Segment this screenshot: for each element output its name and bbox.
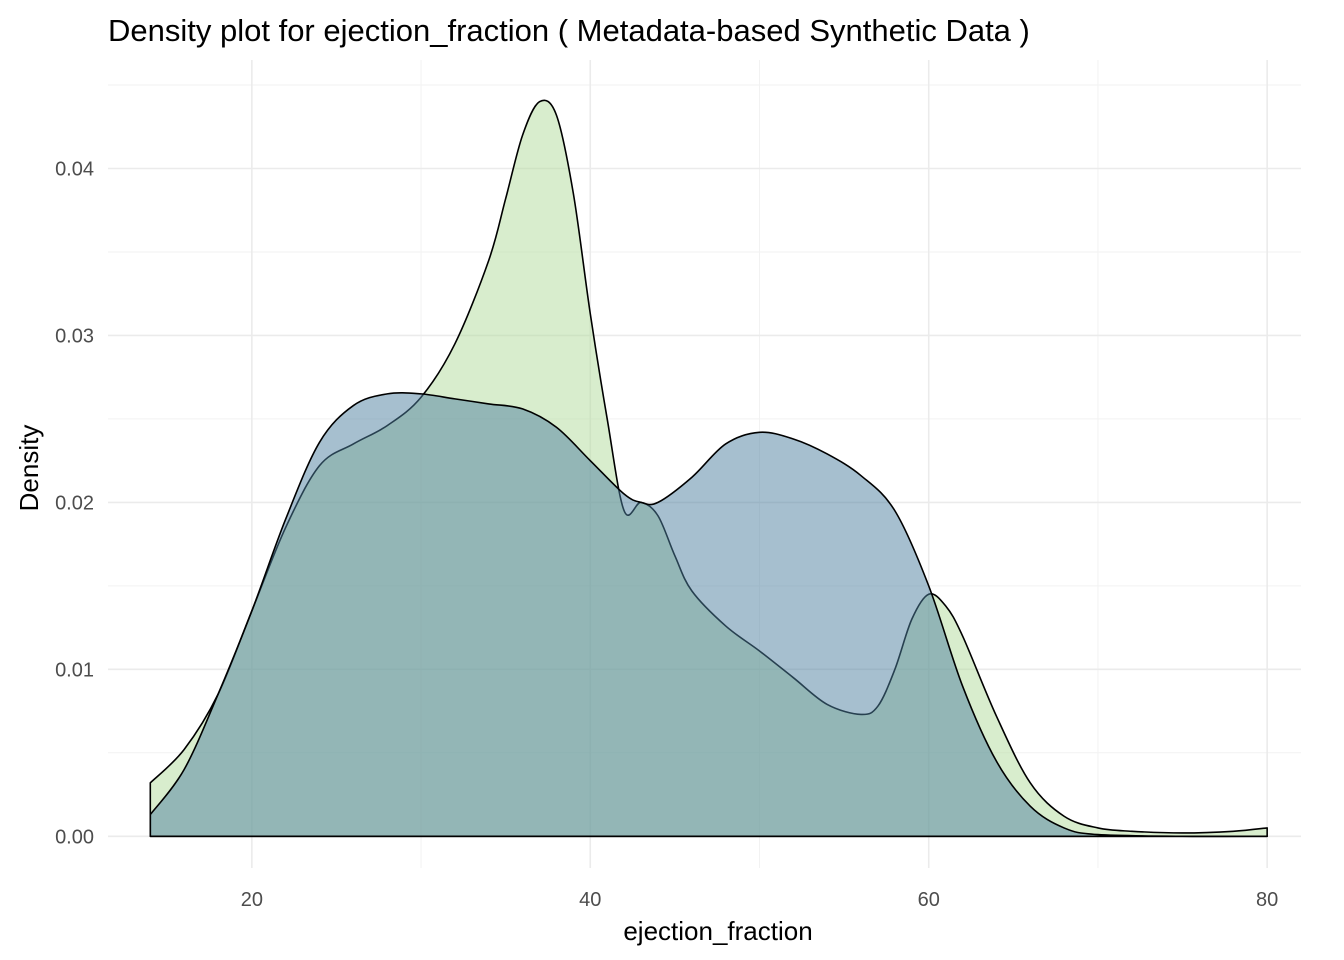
y-axis-title: Density [14,425,44,512]
x-tick-label: 40 [579,889,601,911]
y-tick-label: 0.02 [55,492,94,514]
x-tick-label: 80 [1256,889,1278,911]
y-tick-label: 0.00 [55,826,94,848]
density-areas [149,99,1268,838]
x-tick-label: 20 [241,889,263,911]
x-axis-ticks: 20 40 60 80 [241,889,1279,911]
chart-title: Density plot for ejection_fraction ( Met… [108,13,1030,48]
y-axis-ticks: 0.00 0.01 0.02 0.03 0.04 [55,159,94,849]
y-tick-label: 0.04 [55,159,94,181]
x-axis-title: ejection_fraction [623,916,812,946]
y-tick-label: 0.03 [55,325,94,347]
density-area-2 [149,392,1268,838]
y-tick-label: 0.01 [55,659,94,681]
x-tick-label: 60 [918,889,940,911]
